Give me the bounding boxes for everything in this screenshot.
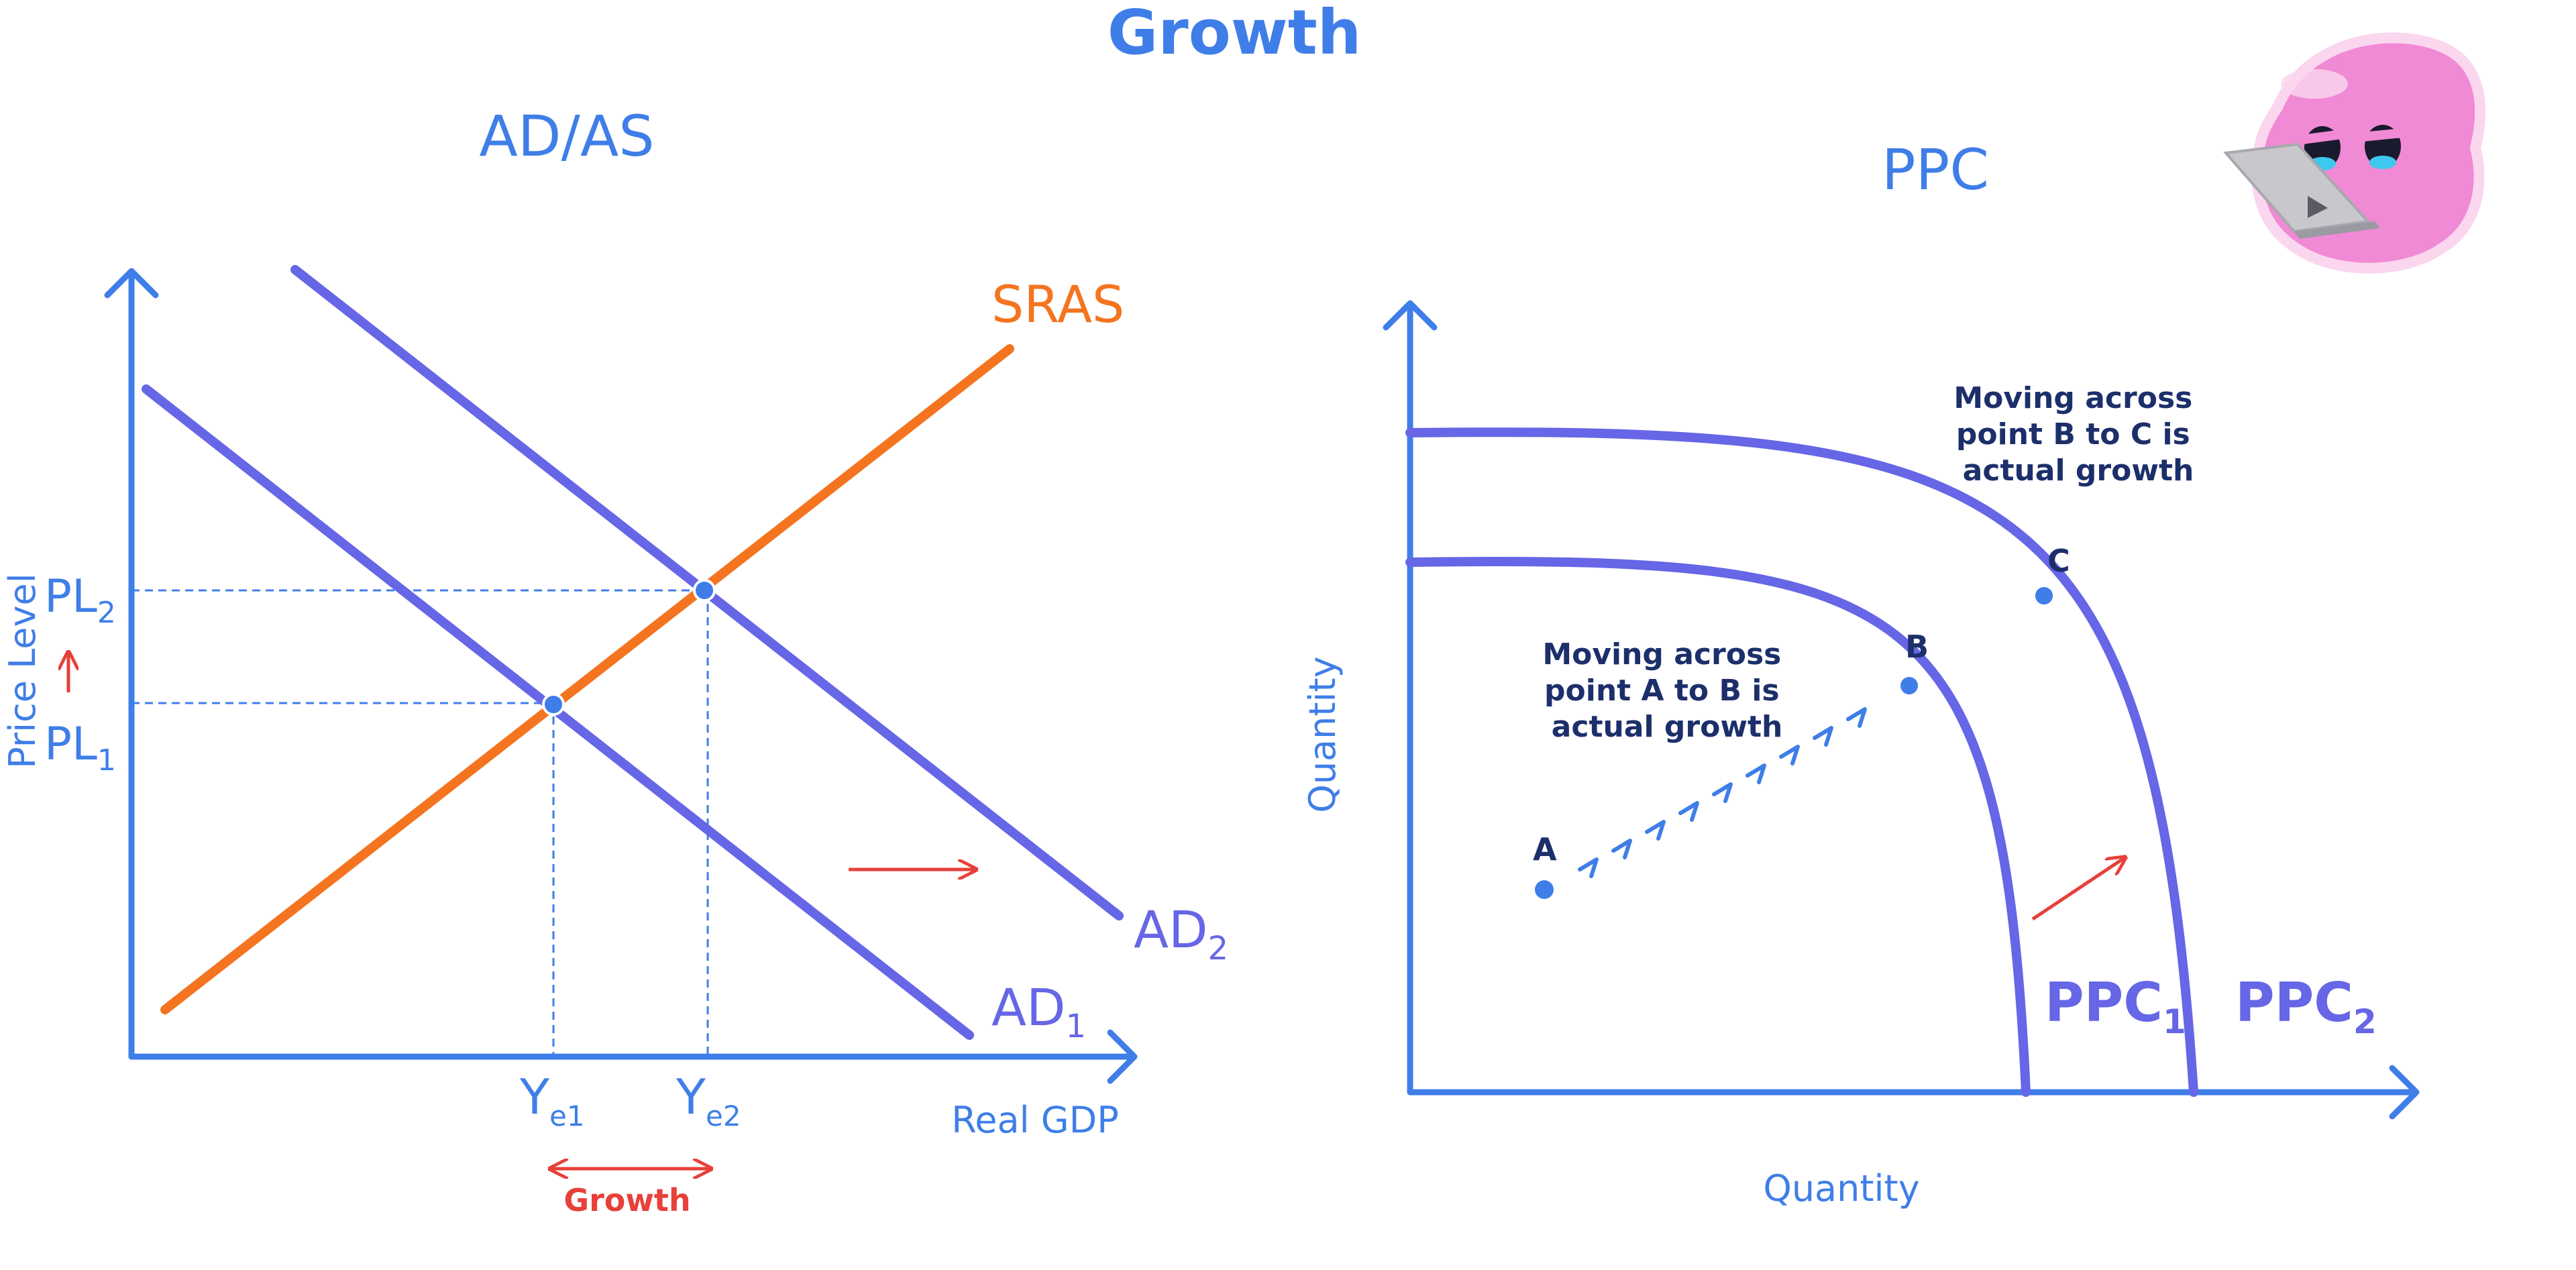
adas-guides bbox=[131, 589, 709, 1057]
ad1-label: AD1 bbox=[991, 977, 1086, 1045]
pl2-label: PL2 bbox=[44, 570, 116, 630]
pl2-label-sub: 2 bbox=[97, 596, 116, 630]
ppc2-curve bbox=[1405, 427, 2198, 1097]
pl2-label-base: PL bbox=[44, 570, 97, 623]
ye2-label-base: Y bbox=[676, 1069, 706, 1125]
note-b-to-c-line2: point B to C is bbox=[1956, 417, 2190, 452]
ye1-label-base: Y bbox=[519, 1069, 550, 1125]
ad1-label-sub: 1 bbox=[1066, 1008, 1087, 1045]
note-a-to-b-line1: Moving across bbox=[1542, 637, 1781, 672]
ad2-label-base: AD bbox=[1134, 900, 1208, 959]
adas-y-arrowhead bbox=[104, 268, 159, 299]
chevron-right-icon bbox=[1779, 745, 1800, 765]
growth-label: Growth bbox=[564, 1182, 690, 1218]
adas-diagram: AD/AS SRAS AD2 AD1 Price Level PL2 PL1 bbox=[1, 103, 1228, 1218]
ye2-label-sub: e2 bbox=[706, 1100, 741, 1132]
chevron-right-icon bbox=[1678, 801, 1699, 822]
ppc-y-arrowhead bbox=[1383, 300, 1438, 331]
note-a-to-b-line2: point A to B is bbox=[1544, 674, 1780, 708]
ye1-label: Ye1 bbox=[519, 1069, 585, 1132]
adas-x-label: Real GDP bbox=[951, 1099, 1119, 1141]
ppc1-label-sub: 1 bbox=[2163, 1002, 2186, 1041]
note-b-to-c-line1: Moving across bbox=[1953, 381, 2192, 415]
point-c bbox=[2033, 584, 2055, 607]
ppc2-label: PPC2 bbox=[2235, 971, 2377, 1041]
ppc-x-arrowhead bbox=[2389, 1065, 2420, 1120]
adas-y-label: Price Level bbox=[1, 573, 44, 768]
mascot-right-eye-lid bbox=[2358, 128, 2408, 142]
pl1-label-base: PL bbox=[44, 718, 97, 771]
laptop-base bbox=[2294, 221, 2380, 239]
ppc2-label-sub: 2 bbox=[2353, 1002, 2377, 1041]
adas-axes bbox=[104, 268, 1138, 1084]
pl1-label: PL1 bbox=[44, 718, 116, 778]
chevron-right-icon bbox=[1746, 763, 1766, 784]
note-a-to-b: Moving across point A to B is actual gro… bbox=[1542, 637, 1791, 744]
ppc-shift-arrow bbox=[2031, 857, 2125, 921]
equilibrium-point-2 bbox=[693, 579, 716, 602]
page-title: Growth bbox=[1108, 0, 1362, 68]
ppc1-curve bbox=[1405, 557, 2031, 1097]
point-b-label: B bbox=[1905, 629, 1929, 665]
chevron-right-icon bbox=[1846, 707, 1867, 728]
adas-title: AD/AS bbox=[479, 103, 654, 169]
point-a bbox=[1535, 880, 1554, 899]
chevron-right-icon bbox=[1645, 820, 1666, 841]
ye1-label-sub: e1 bbox=[549, 1100, 585, 1132]
ppc-x-label: Quantity bbox=[1763, 1167, 1919, 1210]
chevron-right-icon bbox=[1813, 726, 1833, 747]
ppc-diagram: PPC A B C bbox=[1301, 137, 2420, 1210]
mascot-highlight bbox=[2281, 69, 2348, 99]
ad2-label: AD2 bbox=[1134, 900, 1228, 967]
ppc-title: PPC bbox=[1882, 137, 1989, 203]
ppc-y-label: Quantity bbox=[1301, 656, 1344, 812]
note-b-to-c-line3: actual growth bbox=[1963, 454, 2194, 488]
movement-chevrons bbox=[1578, 707, 1867, 878]
note-b-to-c: Moving across point B to C is actual gro… bbox=[1953, 381, 2202, 488]
mascot-right-eye-shine bbox=[2369, 156, 2396, 169]
laptop-blob-mascot-icon bbox=[2223, 32, 2486, 274]
laptop-icon bbox=[2223, 142, 2371, 233]
ppc1-label: PPC1 bbox=[2045, 971, 2186, 1041]
ppc1-label-base: PPC bbox=[2045, 971, 2163, 1034]
point-a-label: A bbox=[1533, 831, 1557, 867]
sras-label: SRAS bbox=[991, 274, 1124, 334]
point-b bbox=[1898, 674, 1921, 697]
ad2-label-sub: 2 bbox=[1208, 930, 1229, 967]
ad1-label-base: AD bbox=[991, 977, 1066, 1037]
chevron-right-icon bbox=[1611, 839, 1632, 859]
mascot-left-eye-lid bbox=[2298, 129, 2347, 144]
ppc2-label-base: PPC bbox=[2235, 971, 2353, 1034]
equilibrium-point-1 bbox=[542, 693, 565, 716]
ye2-label: Ye2 bbox=[676, 1069, 741, 1132]
point-c-label: C bbox=[2047, 543, 2070, 579]
chevron-right-icon bbox=[1712, 782, 1733, 803]
sras-curve bbox=[160, 344, 1014, 1014]
laptop-logo bbox=[2308, 196, 2328, 218]
pl1-label-sub: 1 bbox=[97, 743, 116, 778]
chevron-right-icon bbox=[1578, 857, 1599, 878]
adas-x-arrowhead bbox=[1107, 1029, 1138, 1084]
note-a-to-b-line3: actual growth bbox=[1552, 710, 1783, 744]
